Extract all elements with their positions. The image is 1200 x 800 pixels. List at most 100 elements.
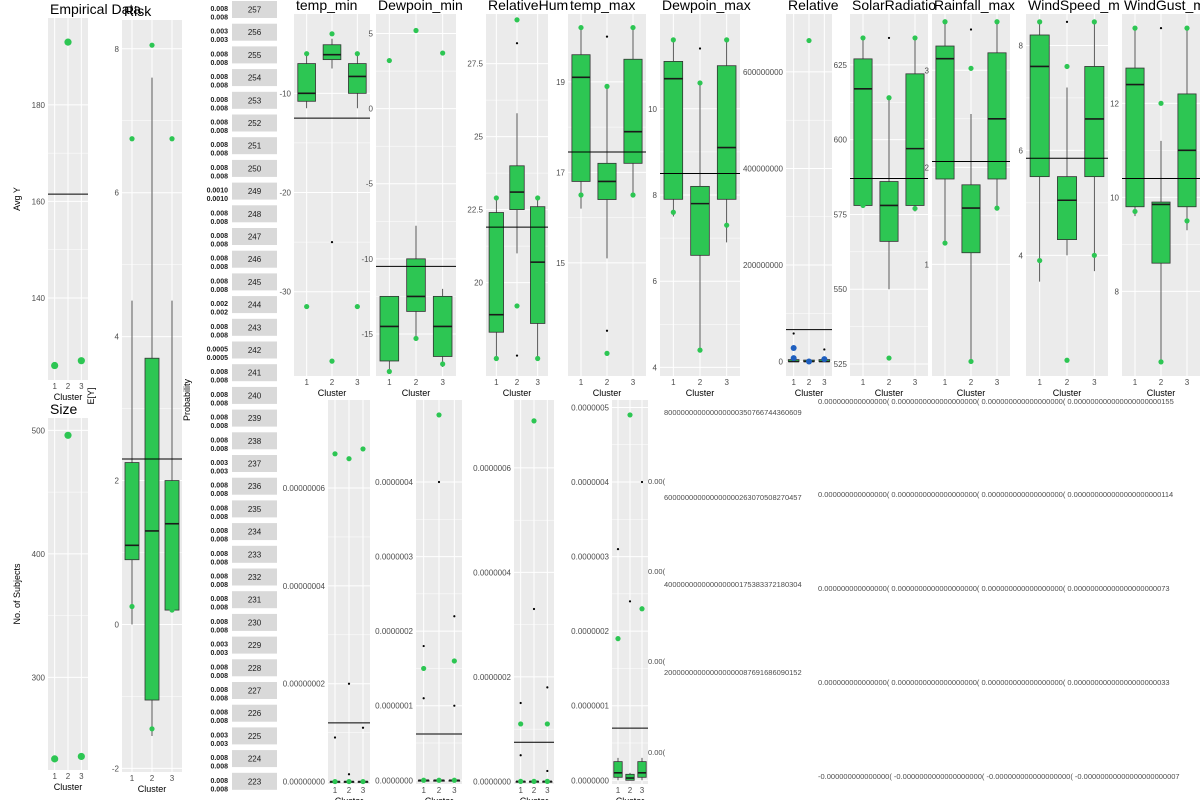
prob_1-y-tick-label: 0.00000000: [283, 778, 326, 787]
prob_3-x-tick-label: 3: [545, 786, 550, 795]
dewpoint_min-y-tick-label: -10: [361, 255, 373, 264]
relhum_min-point: [514, 303, 520, 309]
relhum_min-x-tick-label: 1: [494, 378, 499, 387]
prob_2-x-tick-label: 3: [452, 786, 457, 795]
dewpoint_min-title: Dewpoin_min: [378, 0, 463, 13]
probability-value: 0.008: [210, 128, 228, 135]
windspeed_max-x-tick-label: 1: [1037, 378, 1042, 387]
rainfall_max-box: [961, 184, 981, 254]
windspeed_max-point: [1064, 63, 1070, 70]
probability-value: 0.008: [210, 332, 228, 339]
empirical-x-tick-label: 2: [66, 382, 71, 391]
probability-strip-label: 244: [248, 301, 262, 310]
dewpoint_max-title: Dewpoin_max: [662, 0, 751, 13]
prob_2-x-axis-label: Cluster: [425, 796, 454, 800]
relhum_max-outlier-dot: [792, 332, 795, 335]
windgust_max-point: [1132, 208, 1138, 215]
temp_max-x-axis-label: Cluster: [593, 388, 622, 398]
probability-strip-bg: [232, 523, 277, 541]
probability-strip-label: 241: [248, 369, 262, 378]
probability-strip-label: 239: [248, 414, 262, 423]
windspeed_max-point: [1064, 357, 1070, 363]
probability-value: 0.008: [210, 15, 228, 22]
probability-value: 0.008: [210, 491, 228, 498]
temp_min-box: [322, 44, 342, 61]
probability-strip-bg: [232, 296, 277, 314]
risk-y-tick-label: 4: [115, 333, 120, 342]
probability-value-overlap: 0.008: [210, 256, 228, 263]
truncated-tick-label: 0.00(: [648, 477, 666, 486]
probability-strip-label: 257: [248, 6, 262, 15]
prob_4-y-tick-label: 0.0000001: [571, 702, 609, 711]
rainfall_max-point: [994, 19, 1000, 25]
solar_max-title: SolarRadiatio: [852, 0, 936, 13]
probability-strip-bg: [232, 386, 277, 404]
probability-strip-label: 223: [248, 777, 262, 786]
dewpoint_min-y-tick-label: 5: [369, 30, 374, 39]
temp_max-point: [630, 192, 636, 198]
risk-y-tick-label: 0: [115, 620, 120, 629]
probability-value-overlap: 0.008: [210, 415, 228, 422]
probability-value: 0.008: [210, 242, 228, 249]
prob_4-y-tick-label: 0.0000003: [571, 553, 609, 562]
dewpoint_max-box: [690, 185, 710, 256]
size-x-tick-label: 3: [79, 772, 84, 781]
truncated-row-label: 0.000000000000000( 0.0000000000000000000…: [818, 678, 1170, 687]
prob_3-point: [518, 778, 524, 784]
rainfall_max-point: [968, 65, 974, 71]
dewpoint_min-x-tick-label: 1: [387, 378, 392, 387]
probability-value-overlap: 0.008: [210, 51, 228, 58]
windspeed_max-x-tick-label: 2: [1065, 378, 1070, 387]
windspeed_max-x-tick-label: 3: [1092, 378, 1097, 387]
windgust_max-x-tick-label: 1: [1133, 378, 1138, 387]
risk-point: [169, 607, 175, 613]
truncated-tick-label: 0.00(: [648, 748, 666, 757]
probability-value-overlap: 0.008: [210, 233, 228, 240]
size-y-tick-label: 500: [32, 426, 46, 435]
prob_4-box: [637, 761, 647, 778]
temp_min-point: [304, 303, 310, 310]
probability-strip-label: 249: [248, 187, 262, 196]
prob_2-x-tick-label: 1: [421, 786, 426, 795]
solar_max-y-tick-label: 550: [834, 285, 848, 294]
relhum_min-outlier-dot: [515, 42, 519, 45]
probability-value-overlap: 0.008: [210, 437, 228, 444]
dewpoint_min-box: [406, 258, 426, 312]
prob_3-x-axis-label: Cluster: [520, 796, 549, 800]
empirical-point: [64, 38, 72, 46]
relhum_max-point: [790, 355, 797, 362]
probability-strip-label: 225: [248, 732, 262, 741]
solar_max-x-axis-label: Cluster: [875, 388, 904, 398]
risk-y-tick-label: 6: [115, 189, 120, 198]
probability-strip-bg: [232, 250, 277, 268]
probability-strip-label: 252: [248, 119, 262, 128]
dewpoint_max-outlier-dot: [698, 47, 702, 50]
prob_2-point: [436, 777, 442, 783]
probability-strip-bg: [232, 114, 277, 132]
relhum_max-y-tick-label: 600000000: [743, 68, 784, 77]
probability-strip-label: 226: [248, 709, 262, 718]
prob_2-x-tick-label: 2: [437, 786, 442, 795]
temp_min-point: [354, 51, 360, 57]
relhum_min-y-tick-label: 22.5: [467, 206, 483, 215]
probability-strip-label: 255: [248, 51, 262, 60]
windspeed_max-box: [1029, 34, 1050, 178]
probability-strip-bg: [232, 182, 277, 200]
truncated-tick-label: 800000000000000000350766744360609: [664, 408, 802, 417]
probability-value-overlap: 0.008: [210, 324, 228, 331]
dewpoint_max-x-tick-label: 2: [698, 378, 703, 387]
probability-value-overlap: 0.008: [210, 664, 228, 671]
dewpoint_min-point: [386, 57, 392, 64]
windgust_max-point: [1184, 25, 1190, 31]
windgust_max-y-tick-label: 12: [1110, 99, 1119, 108]
temp_max-outlier-dot: [605, 329, 609, 332]
prob_1-point: [346, 778, 352, 785]
relhum_max-x-tick-label: 2: [807, 378, 812, 387]
probability-value: 0.008: [210, 378, 228, 385]
relhum_max-point: [806, 37, 812, 44]
probability-value-overlap: 0.008: [210, 6, 228, 13]
dewpoint_max-y-tick-label: 8: [653, 191, 658, 200]
probability-strip-bg: [232, 455, 277, 472]
probability-value: 0.008: [210, 287, 228, 294]
prob_3-y-tick-label: 0.0000000: [473, 777, 511, 786]
